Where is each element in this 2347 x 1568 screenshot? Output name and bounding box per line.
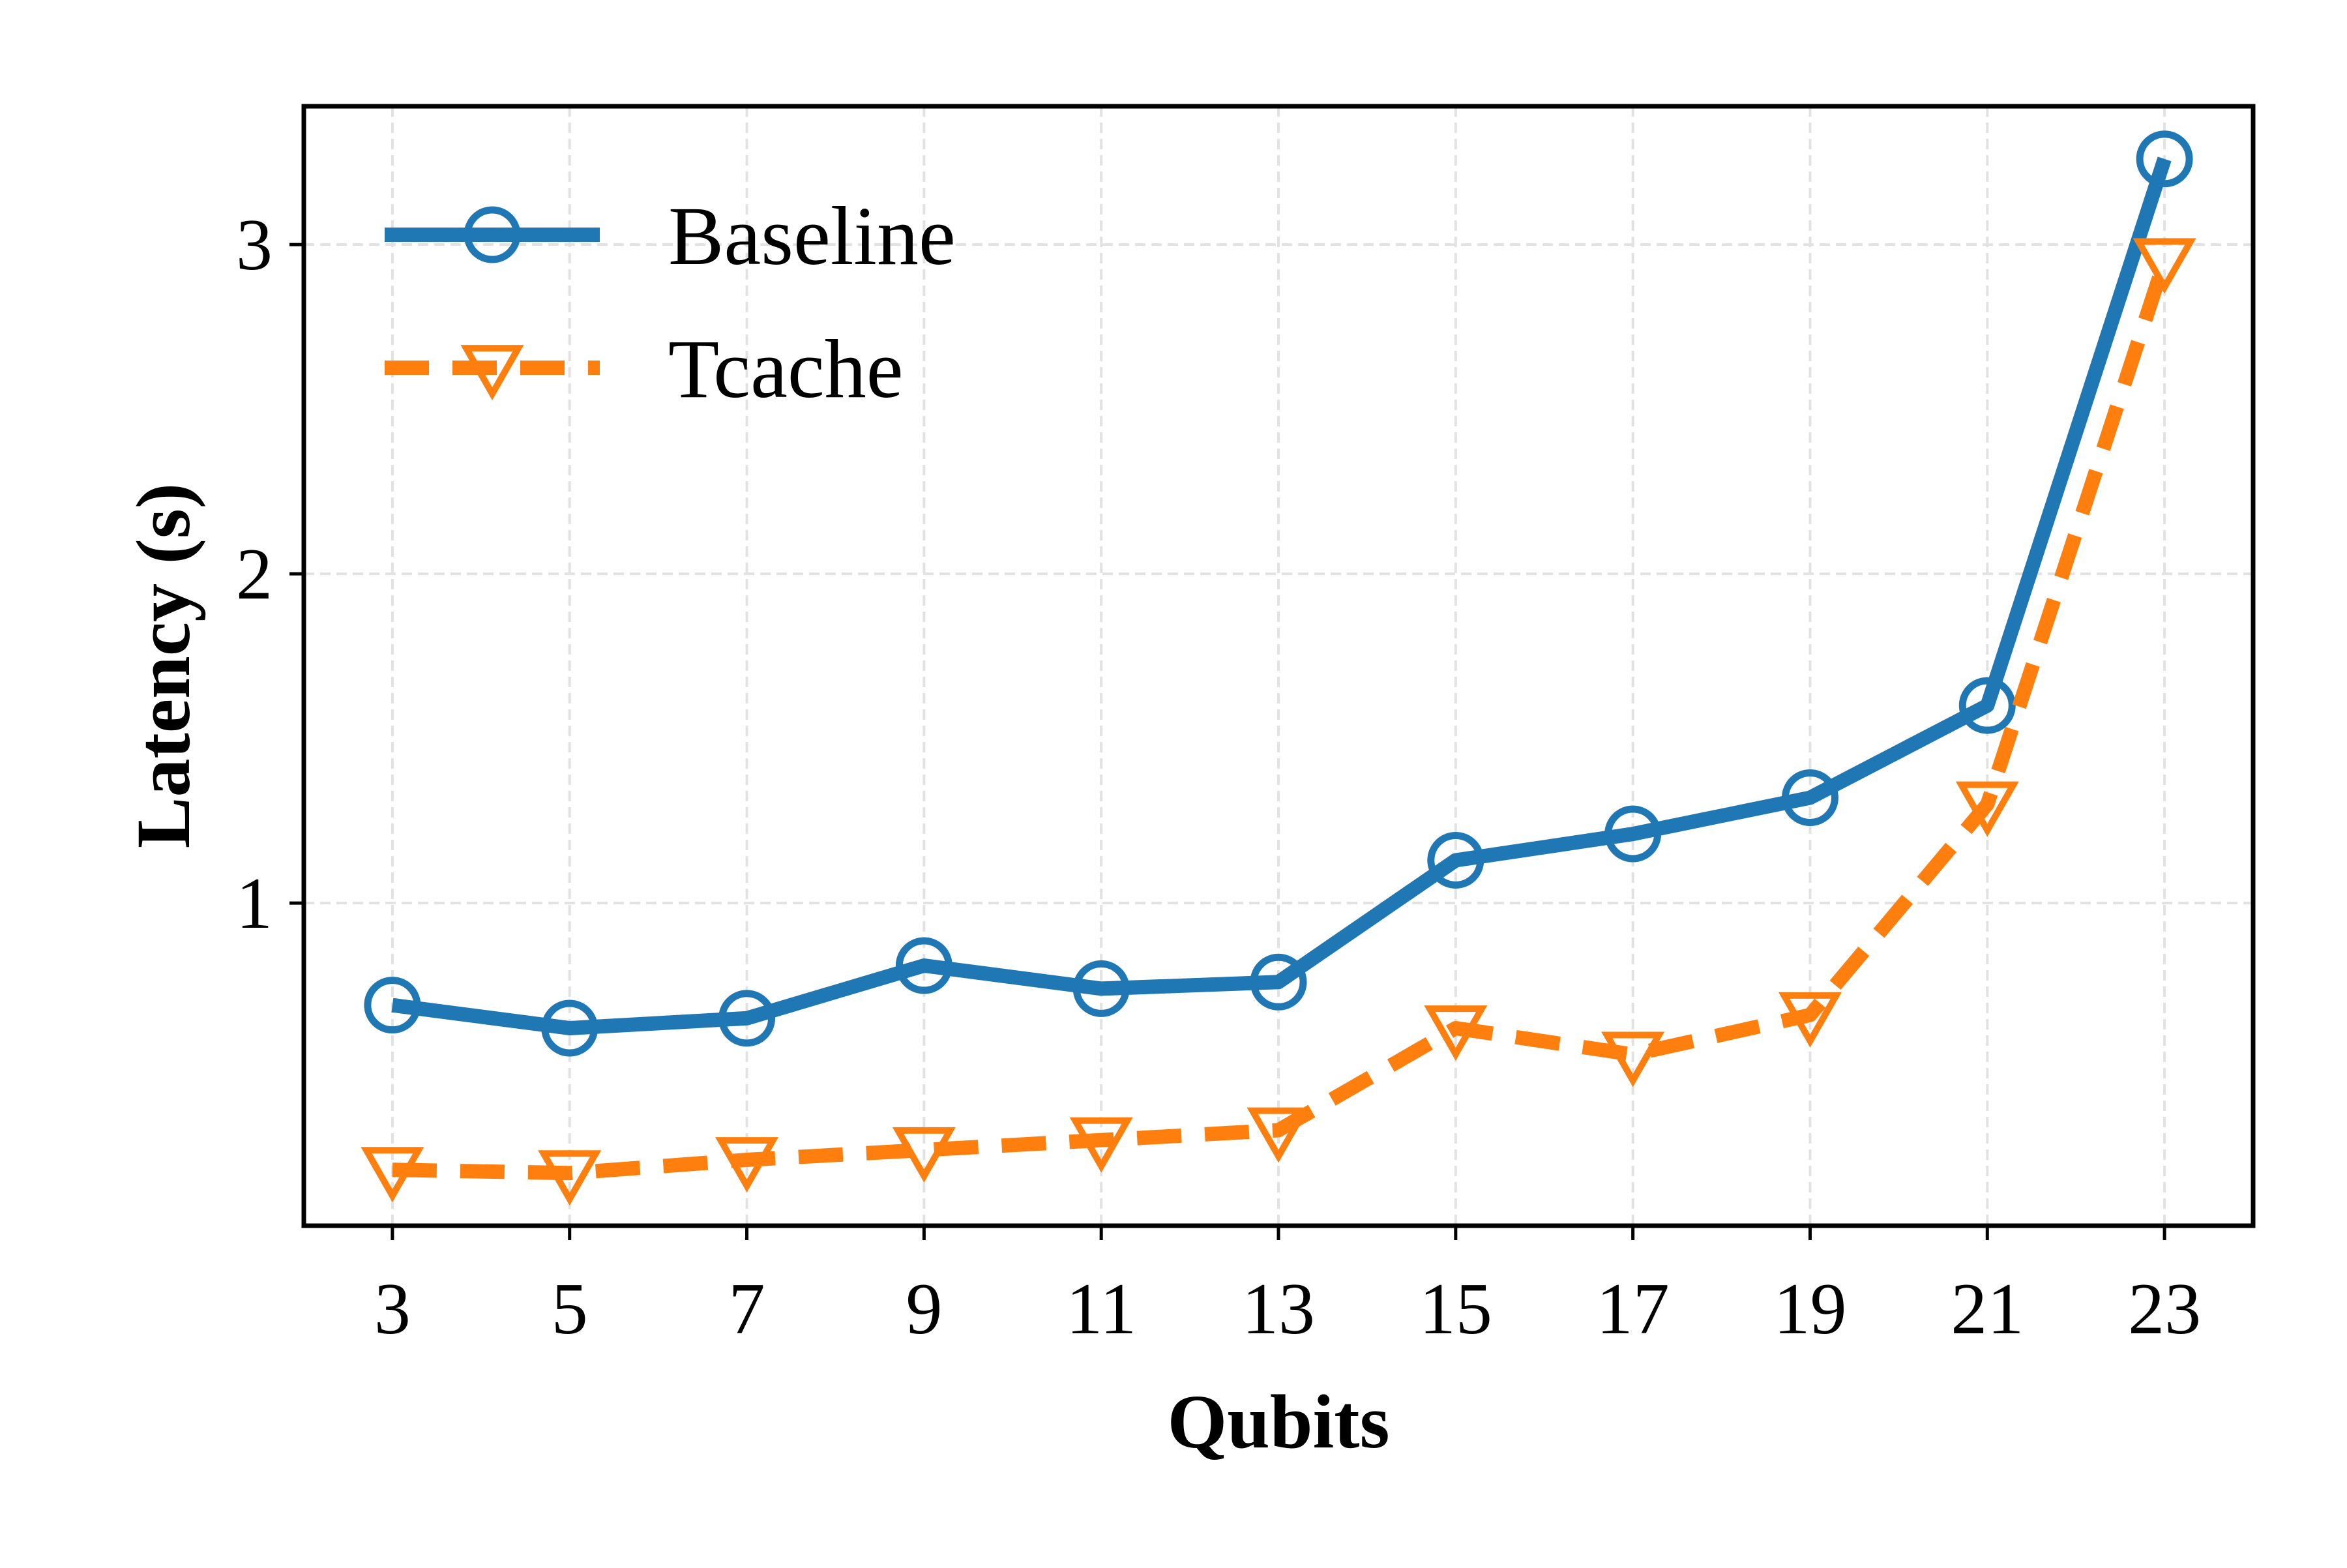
data-point-triangle (538, 1150, 602, 1206)
data-point-triangle (1247, 1107, 1310, 1163)
data-point-circle (1427, 831, 1484, 889)
y-tick-label: 1 (236, 863, 273, 944)
x-tick-label: 21 (1951, 1269, 2024, 1350)
data-point-circle (1250, 953, 1307, 1011)
data-point-triangle (1069, 1117, 1133, 1173)
data-point-circle (541, 999, 598, 1057)
legend-entry-baseline: Baseline (385, 190, 956, 282)
data-point-circle (1072, 960, 1130, 1017)
data-point-circle (1604, 805, 1662, 863)
x-tick-label: 7 (729, 1269, 765, 1350)
data-point-triangle (1424, 1005, 1488, 1061)
legend-entry-tcache: Tcache (385, 323, 904, 415)
data-point-triangle (361, 1147, 424, 1203)
x-tick-label: 13 (1242, 1269, 1315, 1350)
data-point-circle (464, 206, 521, 263)
data-point-triangle (1955, 781, 2019, 837)
x-tick-label: 17 (1597, 1269, 1670, 1350)
x-axis-title: Qubits (1167, 1379, 1389, 1464)
x-tick-label: 19 (1773, 1269, 1846, 1350)
series-line-baseline (391, 156, 2172, 1035)
data-point-circle (2136, 130, 2193, 188)
x-tick-label: 3 (374, 1269, 411, 1350)
data-point-triangle (1778, 992, 1842, 1048)
series-line-tcache (392, 258, 2172, 1181)
series-layer (361, 130, 2196, 1206)
data-point-triangle (460, 345, 524, 400)
x-tick-label: 5 (552, 1269, 588, 1350)
x-tick-label: 15 (1419, 1269, 1492, 1350)
x-tick-label: 11 (1066, 1269, 1136, 1350)
y-tick-label: 3 (236, 205, 273, 286)
data-point-triangle (1601, 1031, 1665, 1087)
data-point-triangle (2133, 238, 2196, 294)
data-point-triangle (892, 1127, 956, 1183)
legend-label: Tcache (668, 323, 904, 415)
y-axis-title: Latency (s) (121, 483, 206, 848)
legend: Baseline Tcache (385, 190, 956, 415)
x-tick-label: 23 (2128, 1269, 2201, 1350)
data-point-circle (1958, 677, 2016, 734)
legend-label: Baseline (668, 190, 956, 282)
series-baseline (364, 130, 2193, 1057)
x-tick-label: 9 (906, 1269, 942, 1350)
data-point-circle (718, 990, 776, 1047)
data-point-triangle (715, 1137, 779, 1192)
data-point-circle (1781, 769, 1838, 826)
y-tick-label: 2 (236, 534, 273, 615)
series-tcache (361, 238, 2196, 1206)
grid-lines (304, 106, 2253, 1226)
data-point-circle (895, 937, 952, 994)
data-point-circle (364, 977, 421, 1034)
